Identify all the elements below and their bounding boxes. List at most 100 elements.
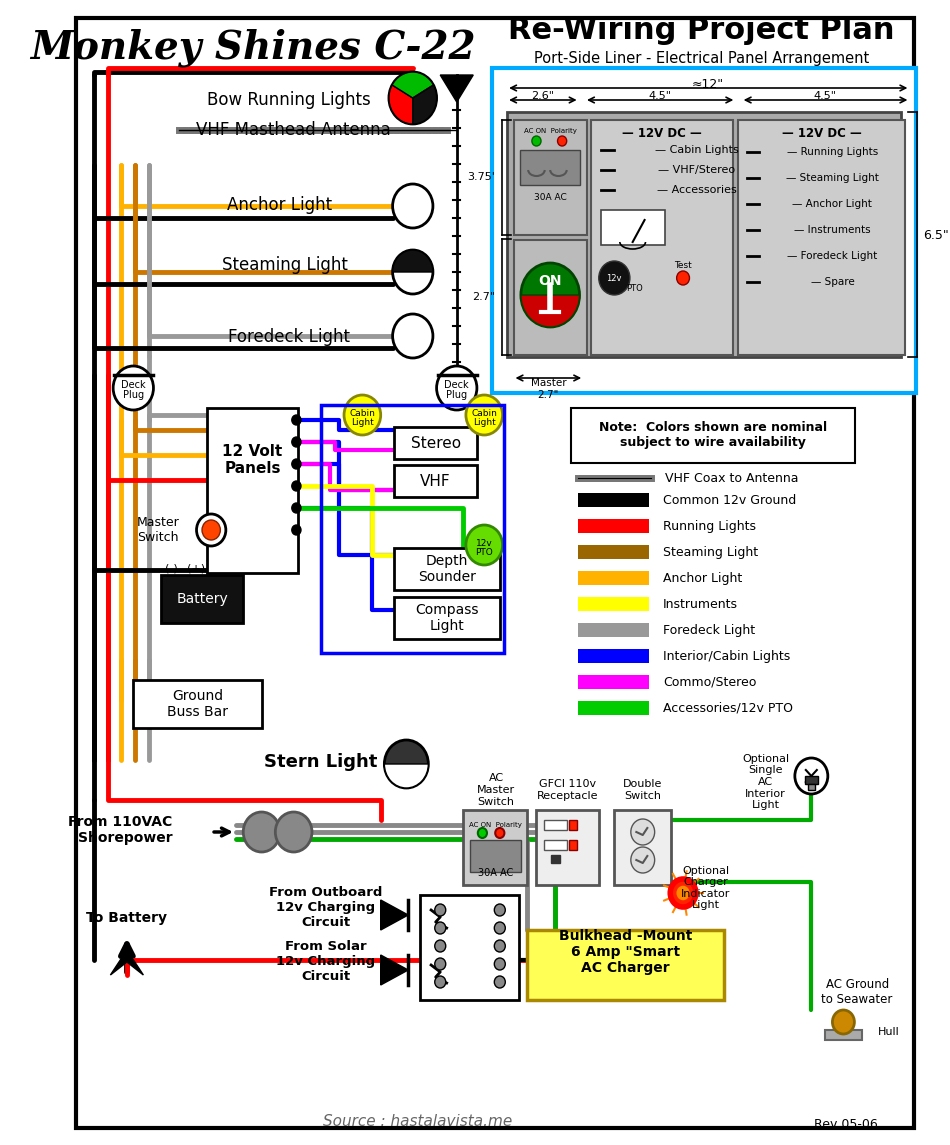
Text: — 12V DC —: — 12V DC — — [622, 126, 702, 140]
Bar — [514, 120, 587, 235]
Bar — [738, 120, 904, 355]
Circle shape — [598, 261, 630, 295]
Circle shape — [675, 885, 691, 901]
Text: Battery: Battery — [176, 592, 228, 606]
Text: 6.5": 6.5" — [923, 229, 949, 242]
Text: — Cabin Lights: — Cabin Lights — [655, 145, 739, 155]
Circle shape — [292, 459, 301, 469]
Text: Anchor Light: Anchor Light — [663, 571, 742, 584]
Text: 4.5": 4.5" — [649, 90, 672, 101]
Text: Note:  Colors shown are nominal
subject to wire availability: Note: Colors shown are nominal subject t… — [599, 421, 827, 449]
Circle shape — [521, 263, 580, 327]
Text: (+): (+) — [186, 563, 204, 572]
Circle shape — [435, 976, 446, 988]
Bar — [600, 210, 665, 245]
Text: Bow Running Lights: Bow Running Lights — [207, 90, 370, 109]
Bar — [578, 649, 649, 663]
Text: Optional
Single
AC
Interior
Light: Optional Single AC Interior Light — [742, 753, 789, 811]
Text: AC Ground
to Seawater: AC Ground to Seawater — [822, 978, 893, 1006]
Circle shape — [795, 758, 827, 793]
Text: Running Lights: Running Lights — [663, 520, 756, 532]
Bar — [826, 1030, 862, 1040]
Text: VHF: VHF — [420, 474, 451, 489]
Text: 12v: 12v — [607, 274, 622, 283]
Text: Instruments: Instruments — [663, 598, 738, 610]
Text: — 12V DC —: — 12V DC — — [782, 126, 862, 140]
Text: Compass
Light: Compass Light — [415, 603, 479, 633]
Bar — [394, 548, 500, 590]
Text: Optional
Charger
Indicator
Light: Optional Charger Indicator Light — [681, 866, 731, 910]
Text: — Spare: — Spare — [810, 277, 854, 287]
Circle shape — [832, 1010, 854, 1034]
Text: Plug: Plug — [446, 390, 467, 400]
Bar — [464, 810, 527, 885]
Bar — [592, 120, 733, 355]
Bar — [527, 930, 724, 1000]
Circle shape — [385, 740, 428, 788]
Circle shape — [494, 958, 505, 970]
Circle shape — [466, 395, 503, 435]
Bar — [808, 784, 815, 790]
Text: — Running Lights: — Running Lights — [787, 147, 878, 157]
Text: Double
Switch: Double Switch — [623, 780, 662, 800]
Text: ON: ON — [539, 274, 562, 289]
Text: ≈12": ≈12" — [692, 78, 724, 90]
Text: To Battery: To Battery — [86, 911, 167, 925]
Text: 12v: 12v — [476, 538, 493, 547]
Circle shape — [494, 940, 505, 951]
Text: Steaming Light: Steaming Light — [663, 545, 758, 559]
Text: AC ON  Polarity: AC ON Polarity — [523, 128, 577, 134]
Text: From Outboard
12v Charging
Circuit: From Outboard 12v Charging Circuit — [269, 886, 383, 930]
Polygon shape — [381, 900, 408, 930]
Text: PTO: PTO — [626, 284, 643, 292]
Circle shape — [437, 366, 477, 410]
Bar — [578, 493, 649, 507]
Text: Port-Side Liner - Electrical Panel Arrangement: Port-Side Liner - Electrical Panel Arran… — [534, 50, 869, 65]
Bar — [133, 680, 261, 728]
Bar — [569, 840, 577, 850]
Text: Common 12v Ground: Common 12v Ground — [663, 493, 796, 506]
Text: Stern Light: Stern Light — [264, 753, 378, 771]
Text: Light: Light — [351, 418, 373, 426]
Bar — [571, 408, 855, 463]
Text: Depth
Sounder: Depth Sounder — [418, 554, 476, 584]
Text: Foredeck Light: Foredeck Light — [228, 327, 350, 346]
Bar — [578, 701, 649, 714]
Text: — VHF/Stereo: — VHF/Stereo — [658, 165, 735, 175]
Text: Monkey Shines C-22: Monkey Shines C-22 — [29, 29, 475, 68]
Text: Re-Wiring Project Plan: Re-Wiring Project Plan — [508, 16, 895, 45]
Circle shape — [494, 922, 505, 934]
Text: Stereo: Stereo — [410, 435, 461, 450]
Text: 30A AC: 30A AC — [534, 192, 566, 202]
Circle shape — [392, 184, 433, 228]
Circle shape — [631, 847, 655, 872]
Circle shape — [202, 520, 220, 540]
Polygon shape — [110, 950, 143, 976]
Bar — [615, 810, 671, 885]
Circle shape — [292, 481, 301, 491]
Circle shape — [494, 976, 505, 988]
Bar — [543, 840, 567, 850]
Circle shape — [495, 828, 504, 838]
Wedge shape — [521, 295, 580, 327]
Circle shape — [435, 940, 446, 951]
Text: Deck: Deck — [121, 380, 145, 390]
Text: Anchor Light: Anchor Light — [227, 196, 332, 214]
Circle shape — [392, 250, 433, 294]
Bar — [551, 855, 560, 863]
Text: Hull: Hull — [878, 1027, 900, 1037]
Bar — [805, 776, 818, 784]
Circle shape — [292, 503, 301, 513]
Wedge shape — [389, 85, 412, 124]
Circle shape — [466, 526, 503, 564]
Circle shape — [558, 136, 567, 147]
Circle shape — [435, 905, 446, 916]
Text: Steaming Light: Steaming Light — [221, 256, 348, 274]
Circle shape — [676, 271, 690, 285]
Circle shape — [243, 812, 280, 852]
Text: AC ON  Polarity: AC ON Polarity — [468, 822, 522, 828]
Bar — [394, 465, 477, 497]
Wedge shape — [392, 72, 433, 98]
Circle shape — [276, 812, 312, 852]
Text: Master
2.7": Master 2.7" — [530, 378, 566, 400]
